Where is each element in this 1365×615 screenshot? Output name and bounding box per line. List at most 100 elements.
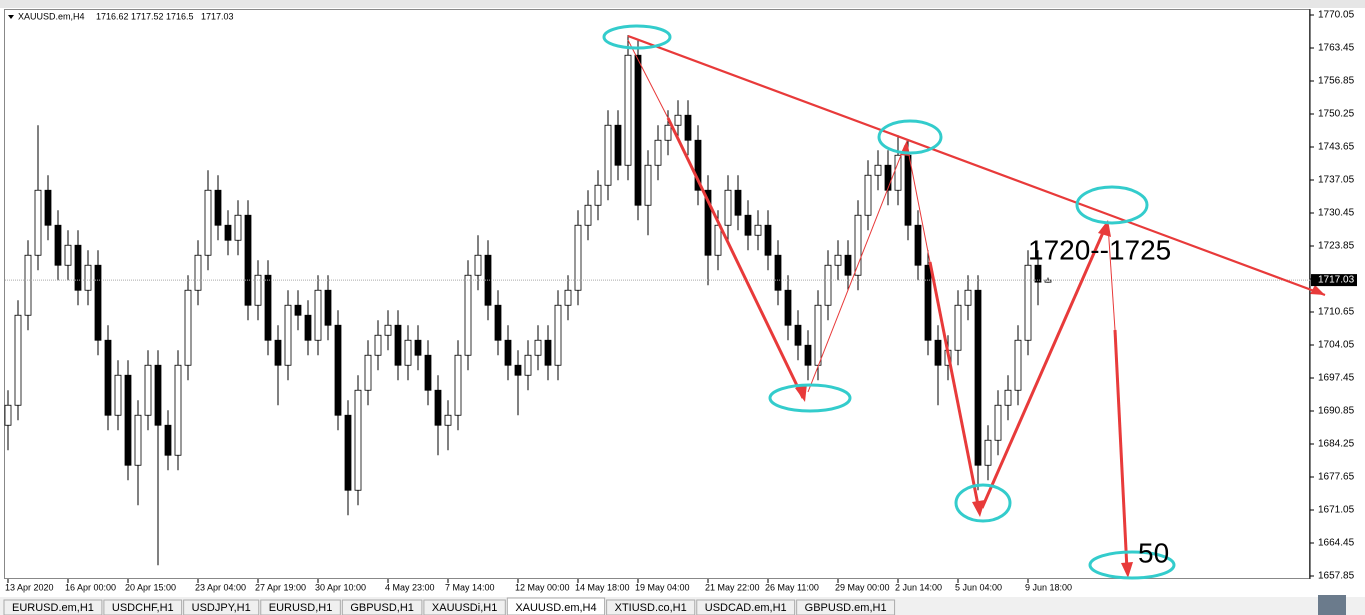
plot-frame [4,9,1310,579]
highlight-ellipse [877,119,943,155]
candle-body [344,414,352,491]
candle-body [64,244,72,266]
candle-body [4,404,12,426]
drawings [602,24,1326,580]
candle-body [24,254,32,316]
candle-body [174,364,182,456]
candle-body [1014,339,1022,391]
close-price: 1717.03 [201,11,234,21]
candle-body [814,304,822,366]
candle-body [584,204,592,226]
candle-body [244,214,252,306]
highlight-ellipse [602,24,672,50]
candle-body [844,254,852,276]
candle-body [474,254,482,276]
y-tick-label: 1770.05 [1318,10,1355,21]
open-price: 1716.62 [96,11,129,21]
candle-body [364,354,372,391]
candle-body [754,224,762,236]
candle-body [984,439,992,466]
candle-body [264,274,272,341]
candle-body [734,189,742,216]
tab[interactable]: XAUUSDi,H1 [423,599,506,615]
candle-body [994,404,1002,441]
thin-arrow [1107,224,1116,331]
y-tick-label: 1677.65 [1318,472,1355,483]
candle-body [954,304,962,351]
candle-body [694,139,702,191]
tab[interactable]: USDJPY,H1 [183,599,260,615]
candle-body [654,139,662,166]
candle-body [374,334,382,356]
candle-body [764,224,772,256]
tab[interactable]: GBPUSD.em,H1 [796,599,896,615]
toolbar-strip [0,0,1365,8]
candle-body [274,339,282,366]
candle-body [674,114,682,126]
y-tick-label: 1671.05 [1318,505,1355,516]
candle-body [224,224,232,241]
thin-arrow [627,39,669,119]
arrow-head [795,384,807,402]
candle-body [594,184,602,206]
candle-body [464,274,472,356]
candle-body [794,324,802,346]
candle-body [314,289,322,341]
x-tick-label: 29 May 00:00 [835,582,890,592]
candle-body [574,224,582,291]
tab[interactable]: EURUSD.em,H1 [3,599,103,615]
candle-body [1024,264,1032,341]
x-tick-label: 21 May 22:00 [705,582,760,592]
candle-body [924,264,932,341]
tab-background [506,597,606,615]
candle-body [1004,389,1012,406]
y-tick-label: 1763.45 [1318,43,1355,54]
candle-body [434,389,442,426]
y-tick-label: 1723.85 [1318,241,1355,252]
tab[interactable]: XTIUSD.co,H1 [606,599,696,615]
plot-area [4,35,1310,566]
x-tick-label: 5 Jun 04:00 [955,582,1002,592]
candle-body [804,344,812,366]
tab[interactable]: EURUSD,H1 [260,599,341,615]
y-tick-label: 1684.25 [1318,439,1355,450]
x-tick-label: 19 May 04:00 [635,582,690,592]
highlight-ellipse [1075,185,1149,225]
candle-body [284,304,292,366]
chart-header: XAUUSD.em,H4 1716.62 1717.52 1716.5 1717… [8,11,234,21]
highlight-ellipse [954,483,1012,523]
candle-body [514,364,522,376]
candle-body [144,364,152,416]
y-tick-label: 1697.45 [1318,373,1355,384]
tab-label: USDCAD.em,H1 [705,602,787,614]
y-tick-label: 1756.85 [1318,76,1355,87]
candle-body [84,264,92,291]
tab[interactable]: GBPUSD,H1 [341,599,423,615]
tab[interactable]: XAUUSD.em,H4 [506,597,606,615]
x-tick-label: 30 Apr 10:00 [315,582,366,592]
candle-body [874,164,882,176]
candle-body [114,374,122,416]
candle-body [74,244,82,291]
arrow-head [1121,562,1133,578]
candle-body [334,324,342,416]
tab-label: GBPUSD,H1 [350,602,414,614]
candle-body [184,289,192,366]
candle-body [404,339,412,366]
candle-body [834,254,842,266]
candle-body [494,304,502,341]
thin-arrow [807,144,906,393]
candle-body [604,124,612,186]
candle-body [324,289,332,326]
x-tick-label: 12 May 00:00 [515,582,570,592]
tab[interactable]: USDCHF,H1 [103,599,183,615]
x-tick-label: 20 Apr 15:00 [125,582,176,592]
candle-body [524,354,532,376]
highlight-ellipse [768,383,852,413]
candle-body [94,264,102,341]
tab-background [183,599,260,615]
candle-body [554,304,562,366]
arrow [666,117,805,399]
tab[interactable]: USDCAD.em,H1 [696,599,796,615]
candle-body [134,414,142,466]
